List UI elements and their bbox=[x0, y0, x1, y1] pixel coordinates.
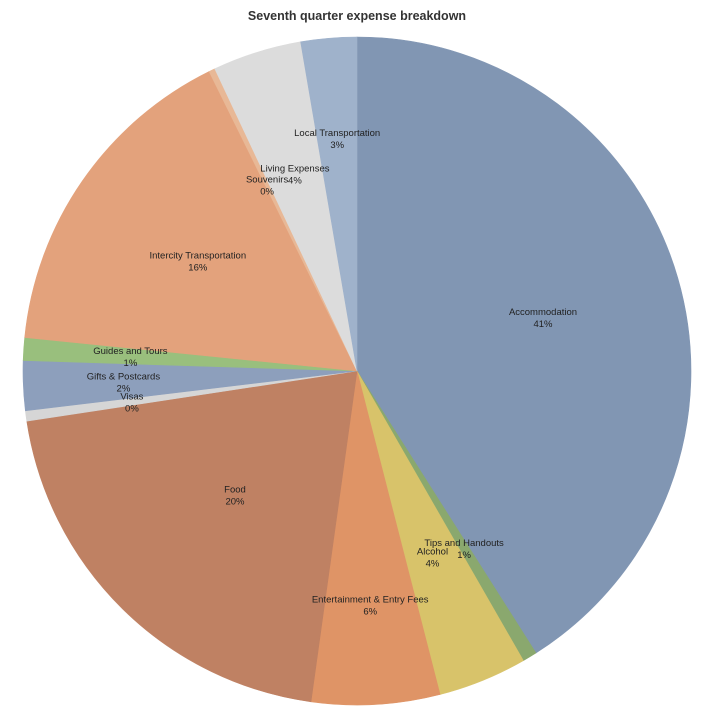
label-name: Accommodation bbox=[509, 307, 577, 318]
slice-entertainment-and-entry-fees bbox=[310, 370, 441, 706]
slice-local-transportation bbox=[300, 36, 358, 372]
label-name: Alcohol bbox=[417, 547, 448, 558]
label-name: Tips and Handouts bbox=[424, 538, 504, 549]
label-percent: 1% bbox=[457, 550, 471, 561]
label-percent: 1% bbox=[124, 358, 138, 369]
label-percent: 3% bbox=[330, 140, 344, 151]
label-food: Food 20% bbox=[224, 485, 246, 508]
label-name: Local Transportation bbox=[294, 128, 380, 139]
slice-food bbox=[26, 370, 358, 703]
label-percent: 0% bbox=[125, 404, 139, 415]
label-name: Intercity Transportation bbox=[149, 251, 246, 262]
label-percent: 4% bbox=[288, 176, 302, 187]
label-percent: 2% bbox=[117, 383, 131, 394]
label-souvenirs: Souvenirs 0% bbox=[246, 175, 288, 198]
label-alcohol: Alcohol 4% bbox=[417, 547, 448, 570]
label-local-transportation: Local Transportation 3% bbox=[294, 128, 380, 151]
label-name: Gifts & Postcards bbox=[87, 371, 161, 382]
label-percent: 41% bbox=[533, 319, 553, 330]
label-percent: 4% bbox=[426, 559, 440, 570]
slice-intercity-transportation bbox=[24, 71, 358, 372]
label-name: Entertainment & Entry Fees bbox=[312, 594, 429, 605]
label-name: Souvenirs bbox=[246, 175, 288, 186]
label-visas: Visas 0% bbox=[120, 392, 143, 415]
label-living-expenses: Living Expenses 4% bbox=[260, 164, 329, 187]
chart-title: Seventh quarter expense breakdown bbox=[247, 9, 467, 23]
label-tips-and-handouts: Tips and Handouts 1% bbox=[424, 538, 504, 561]
label-percent: 6% bbox=[363, 606, 377, 617]
label-percent: 0% bbox=[260, 187, 274, 198]
label-percent: 16% bbox=[188, 263, 208, 274]
pie-slices bbox=[22, 36, 692, 706]
label-intercity-transportation: Intercity Transportation 16% bbox=[149, 251, 246, 274]
label-name: Visas bbox=[120, 392, 143, 403]
label-percent: 20% bbox=[225, 497, 245, 508]
label-name: Living Expenses bbox=[260, 164, 329, 175]
label-guides-and-tours: Guides and Tours 1% bbox=[93, 346, 168, 369]
slice-accommodation bbox=[356, 36, 692, 654]
pie-labels: Accommodation 41%Tips and Handouts 1%Alcoh… bbox=[87, 128, 577, 617]
label-name: Guides and Tours bbox=[93, 346, 168, 357]
label-name: Food bbox=[224, 485, 246, 496]
label-gifts-and-postcards: Gifts & Postcards 2% bbox=[87, 371, 161, 394]
label-entertainment-and-entry-fees: Entertainment & Entry Fees 6% bbox=[312, 594, 429, 617]
label-accommodation: Accommodation 41% bbox=[509, 307, 577, 330]
